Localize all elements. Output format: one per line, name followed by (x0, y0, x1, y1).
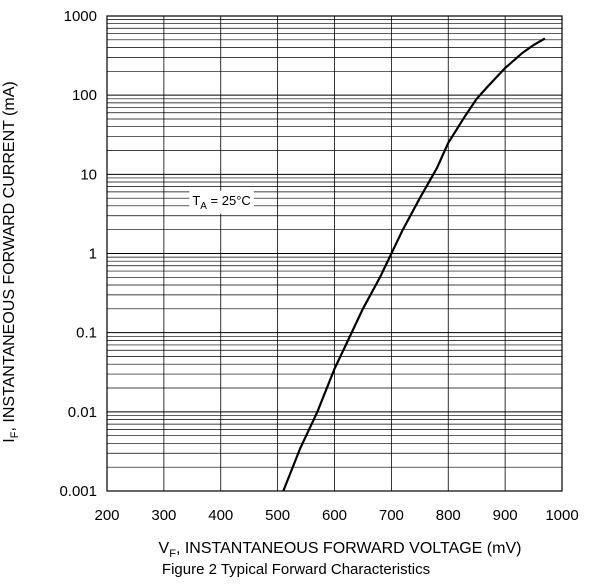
y-tick-label: 100 (72, 87, 97, 104)
x-axis-label-subscript: F (169, 548, 176, 560)
annotation-text: = 25°C (207, 193, 251, 208)
y-axis-label: IF, INSTANTANEOUS FORWARD CURRENT (mA) (1, 81, 21, 442)
x-axis-label-text: , INSTANTANEOUS FORWARD VOLTAGE (mV) (176, 540, 522, 557)
y-axis-label-subscript: F (9, 431, 21, 438)
x-tick-label: 900 (493, 507, 518, 524)
y-tick-label: 1 (89, 246, 97, 263)
y-tick-label: 1000 (64, 8, 97, 25)
x-tick-label: 400 (208, 507, 233, 524)
x-tick-label: 200 (94, 507, 119, 524)
series-line (282, 37, 546, 492)
annotation-label: TA = 25°C (192, 193, 251, 212)
annotation-background (189, 190, 254, 214)
figure-caption: Figure 2 Typical Forward Characteristics (161, 561, 431, 578)
temperature-annotation: TA = 25°C (189, 190, 254, 214)
x-tick-label: 1000 (545, 507, 578, 524)
y-tick-label: 0.1 (76, 325, 97, 342)
x-tick-label: 300 (151, 507, 176, 524)
x-tick-label: 700 (379, 507, 404, 524)
plot-frame (106, 15, 563, 492)
y-tick-labels: 0.001 0.01 0.1 1 10 100 1000 (59, 8, 97, 500)
y-axis-label-text: , INSTANTANEOUS FORWARD CURRENT (mA) (1, 81, 18, 431)
y-tick-label: 0.001 (59, 483, 97, 500)
x-axis-label: VF, INSTANTANEOUS FORWARD VOLTAGE (mV) (159, 540, 522, 560)
y-axis-label-symbol: I (1, 438, 18, 442)
annotation-symbol: T (192, 193, 200, 208)
x-tick-label: 600 (322, 507, 347, 524)
grid-lines (107, 16, 562, 491)
annotation-subscript: A (200, 201, 207, 212)
y-tick-label: 0.01 (68, 404, 97, 421)
x-axis-label-symbol: V (159, 540, 170, 557)
y-tick-label: 10 (80, 166, 97, 183)
x-tick-labels: 200 300 400 500 600 700 800 900 1000 (94, 507, 578, 524)
x-tick-label: 500 (265, 507, 290, 524)
x-tick-label: 800 (436, 507, 461, 524)
